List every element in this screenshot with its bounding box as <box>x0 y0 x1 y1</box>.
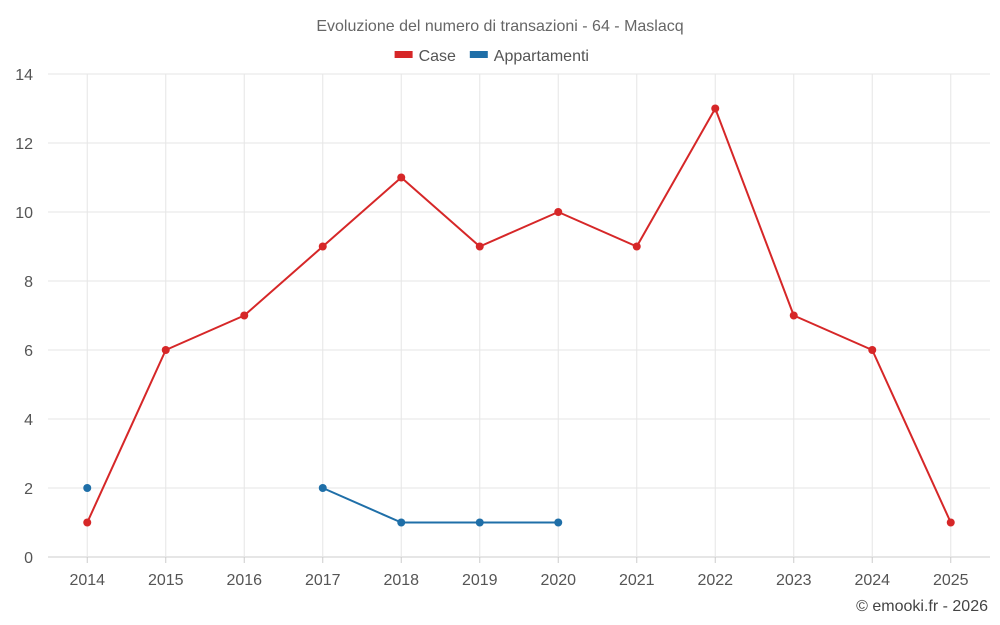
y-tick-label: 0 <box>24 550 33 567</box>
legend-swatch-case <box>394 51 413 58</box>
data-point <box>554 208 563 216</box>
data-point <box>632 242 641 251</box>
x-tick-label: 2020 <box>540 572 576 589</box>
data-point <box>554 518 563 527</box>
legend-label: Appartamenti <box>494 48 589 65</box>
chart-legend: Case Appartamenti <box>394 48 589 65</box>
data-point <box>318 242 327 251</box>
series-case <box>83 104 955 527</box>
x-axis: 2014 2015 2016 2017 2018 2019 2020 2021 2022 2023… <box>69 557 969 589</box>
y-tick-label: 12 <box>15 136 33 153</box>
y-tick-label: 10 <box>15 205 33 222</box>
credit-text: © emooki.fr - 2026 <box>856 598 988 615</box>
series-appartamenti <box>83 484 563 527</box>
x-tick-label: 2019 <box>462 572 498 589</box>
legend-swatch-appartamenti <box>469 51 488 58</box>
x-tick-label: 2022 <box>697 572 733 589</box>
data-point <box>83 484 92 492</box>
data-point <box>475 518 484 527</box>
y-tick-label: 14 <box>15 67 33 84</box>
x-tick-label: 2017 <box>305 572 341 589</box>
data-point <box>318 484 327 492</box>
chart-grid <box>48 73 990 558</box>
data-point <box>868 346 877 354</box>
series-line <box>322 487 559 524</box>
x-tick-label: 2025 <box>933 572 969 589</box>
data-point <box>711 104 720 113</box>
x-tick-label: 2014 <box>69 572 105 589</box>
data-point <box>789 311 798 320</box>
data-point <box>946 518 955 527</box>
y-tick-label: 2 <box>24 481 33 498</box>
data-point <box>240 311 249 320</box>
y-tick-label: 6 <box>24 343 33 360</box>
series-group <box>83 104 955 527</box>
data-point <box>83 518 92 527</box>
chart-title: Evoluzione del numero di transazioni - 6… <box>316 18 683 35</box>
x-tick-label: 2018 <box>383 572 419 589</box>
y-tick-label: 8 <box>24 274 33 291</box>
data-point <box>397 173 406 182</box>
y-axis: 0 2 4 6 8 10 12 14 <box>15 67 33 567</box>
data-point <box>397 518 406 527</box>
series-line <box>86 107 952 523</box>
x-tick-label: 2021 <box>619 572 655 589</box>
x-tick-label: 2023 <box>776 572 812 589</box>
legend-label: Case <box>419 48 456 65</box>
data-point <box>161 346 170 354</box>
x-tick-label: 2015 <box>148 572 184 589</box>
data-point <box>475 242 484 251</box>
x-tick-label: 2016 <box>226 572 262 589</box>
y-tick-label: 4 <box>24 412 33 429</box>
x-tick-label: 2024 <box>854 572 890 589</box>
